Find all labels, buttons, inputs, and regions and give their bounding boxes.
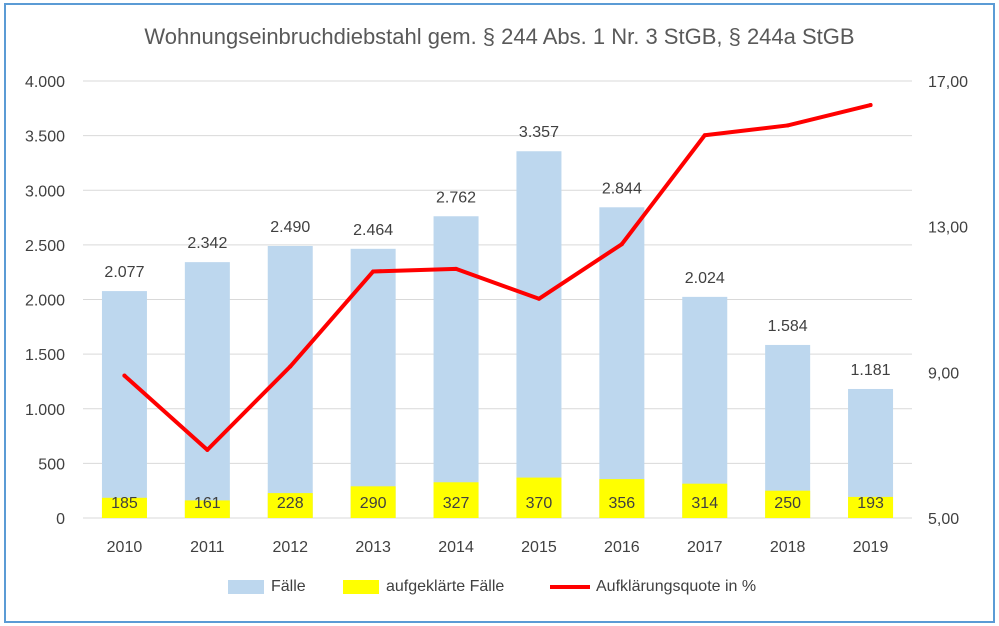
bar-aufgeklaerte-faelle xyxy=(848,496,894,518)
bar-aufgeklaerte-faelle xyxy=(433,482,479,518)
data-label-aufgeklaerte-faelle: 193 xyxy=(857,495,884,512)
point-aufklaerungsquote xyxy=(122,373,127,378)
data-label-faelle: 2.024 xyxy=(685,270,725,287)
y-right-tick-label: 17,00 xyxy=(928,74,968,91)
y-left-tick-label: 1.500 xyxy=(25,347,65,364)
data-label-faelle: 2.762 xyxy=(436,189,476,206)
data-label-faelle: 1.584 xyxy=(768,318,808,335)
data-label-aufgeklaerte-faelle: 290 xyxy=(360,495,387,512)
bar-aufgeklaerte-faelle xyxy=(516,477,562,518)
bar-aufgeklaerte-faelle xyxy=(101,497,147,518)
data-label-aufgeklaerte-faelle: 370 xyxy=(526,495,553,512)
legend-item-aufgeklaerte-faelle: aufgeklärte Fälle xyxy=(343,578,504,596)
bar-faelle xyxy=(516,151,562,519)
legend-label-aufklaerungsquote: Aufklärungsquote in % xyxy=(596,578,757,595)
x-tick-label: 2010 xyxy=(107,539,143,556)
legend-swatch-aufgeklaerte-faelle xyxy=(343,580,379,594)
bar-aufgeklaerte-faelle xyxy=(184,500,230,518)
x-tick-label: 2011 xyxy=(190,539,225,556)
point-aufklaerungsquote xyxy=(619,242,624,247)
y-right-tick-label: 9,00 xyxy=(928,365,959,382)
point-aufklaerungsquote xyxy=(371,269,376,274)
point-aufklaerungsquote xyxy=(702,133,707,138)
data-label-aufgeklaerte-faelle: 314 xyxy=(691,495,718,512)
y-left-tick-label: 4.000 xyxy=(25,74,65,91)
bar-aufgeklaerte-faelle xyxy=(350,486,396,518)
point-aufklaerungsquote xyxy=(288,364,293,369)
data-label-aufgeklaerte-faelle: 356 xyxy=(608,495,635,512)
y-left-tick-label: 500 xyxy=(38,456,65,473)
bar-faelle xyxy=(184,262,230,518)
data-label-faelle: 2.844 xyxy=(602,180,642,197)
y-left-tick-label: 2.500 xyxy=(25,238,65,255)
data-label-faelle: 2.077 xyxy=(104,264,144,281)
bar-faelle xyxy=(101,291,147,518)
data-label-faelle: 1.181 xyxy=(851,362,891,379)
bar-faelle xyxy=(682,296,728,518)
x-tick-label: 2019 xyxy=(853,539,889,556)
chart-frame xyxy=(4,3,995,623)
y-left-tick-label: 0 xyxy=(56,511,65,528)
bar-faelle xyxy=(433,216,479,518)
data-label-aufgeklaerte-faelle: 250 xyxy=(774,495,801,512)
x-tick-label: 2017 xyxy=(687,539,723,556)
data-label-aufgeklaerte-faelle: 161 xyxy=(194,495,221,512)
bar-faelle xyxy=(350,248,396,519)
legend-line-aufklaerungsquote xyxy=(550,585,590,589)
point-aufklaerungsquote xyxy=(868,103,873,108)
bar-aufgeklaerte-faelle xyxy=(267,493,313,518)
bar-aufgeklaerte-faelle xyxy=(765,490,811,518)
y-right-tick-label: 13,00 xyxy=(928,220,968,237)
legend-label-faelle: Fälle xyxy=(271,578,306,595)
y-left-tick-label: 2.000 xyxy=(25,293,65,310)
point-aufklaerungsquote xyxy=(205,447,210,452)
x-tick-label: 2015 xyxy=(521,539,557,556)
point-aufklaerungsquote xyxy=(454,266,459,271)
x-tick-label: 2016 xyxy=(604,539,640,556)
legend-swatch-faelle xyxy=(228,580,264,594)
legend-item-faelle: Fälle xyxy=(228,578,306,596)
point-aufklaerungsquote xyxy=(536,296,541,301)
legend-label-aufgeklaerte-faelle: aufgeklärte Fälle xyxy=(386,578,505,595)
x-tick-label: 2013 xyxy=(355,539,391,556)
data-label-faelle: 2.490 xyxy=(270,219,310,236)
data-label-aufgeklaerte-faelle: 185 xyxy=(111,495,138,512)
bar-aufgeklaerte-faelle xyxy=(599,479,645,518)
x-tick-label: 2012 xyxy=(272,539,308,556)
y-right-tick-label: 5,00 xyxy=(928,511,959,528)
y-left-tick-label: 3.000 xyxy=(25,183,65,200)
data-label-faelle: 2.464 xyxy=(353,222,393,239)
bar-aufgeklaerte-faelle xyxy=(682,483,728,518)
line-aufklaerungsquote xyxy=(122,103,873,452)
x-tick-label: 2018 xyxy=(770,539,806,556)
chart-title: Wohnungseinbruchdiebstahl gem. § 244 Abs… xyxy=(144,24,855,49)
y-left-tick-label: 1.000 xyxy=(25,402,65,419)
bar-faelle xyxy=(599,207,645,518)
bar-faelle xyxy=(765,344,811,518)
data-label-aufgeklaerte-faelle: 327 xyxy=(443,495,470,512)
bar-faelle xyxy=(848,388,894,518)
y-left-tick-label: 3.500 xyxy=(25,129,65,146)
point-aufklaerungsquote xyxy=(785,123,790,128)
data-label-faelle: 2.342 xyxy=(187,235,227,252)
data-label-faelle: 3.357 xyxy=(519,124,559,141)
legend-item-aufklaerungsquote: Aufklärungsquote in % xyxy=(550,578,756,596)
data-label-aufgeklaerte-faelle: 228 xyxy=(277,495,304,512)
x-tick-label: 2014 xyxy=(438,539,474,556)
